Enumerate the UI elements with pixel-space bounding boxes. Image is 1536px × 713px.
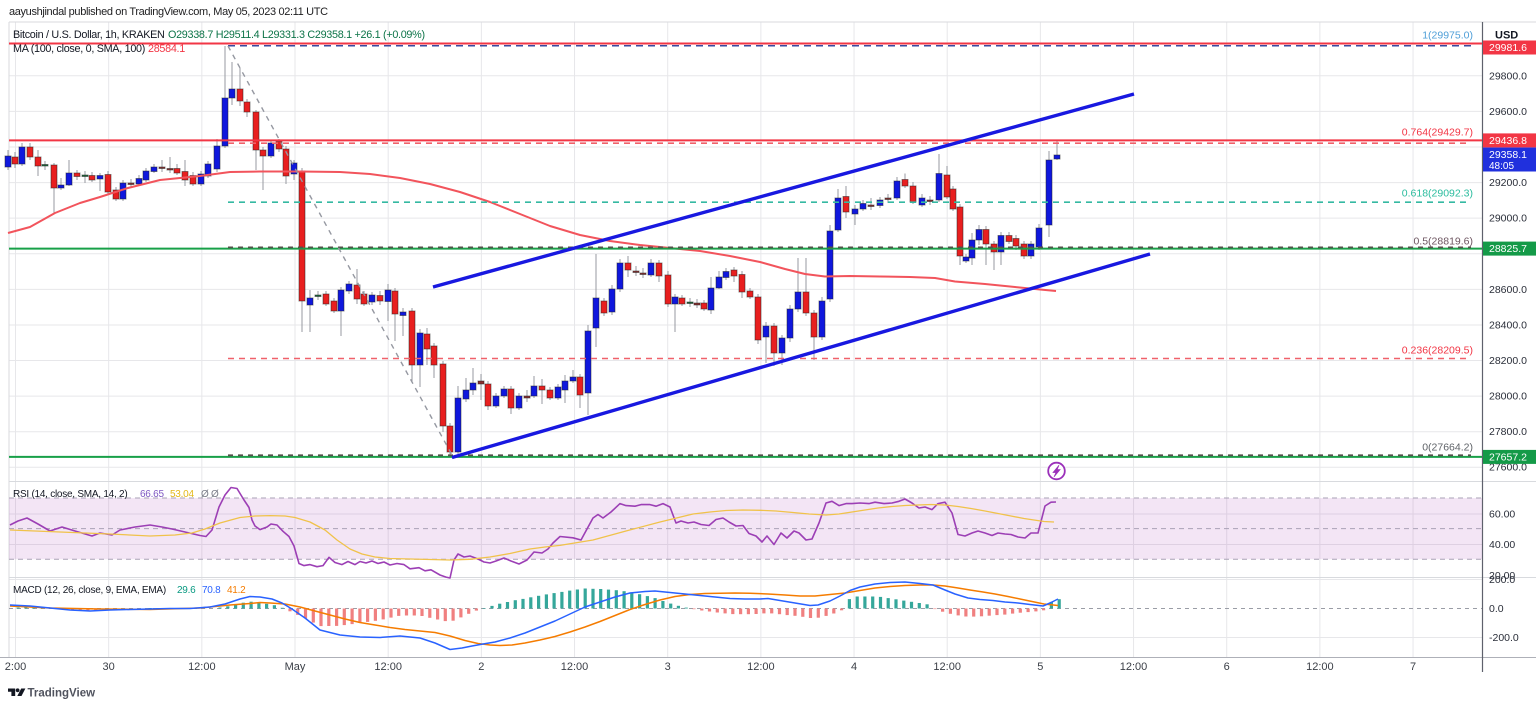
svg-text:12:00: 12:00 — [933, 661, 961, 673]
svg-text:0.0: 0.0 — [1489, 603, 1504, 615]
svg-text:4: 4 — [851, 661, 857, 673]
svg-text:28400.0: 28400.0 — [1489, 320, 1527, 332]
svg-text:2:00: 2:00 — [5, 661, 26, 673]
svg-text:3: 3 — [665, 661, 671, 673]
svg-text:29200.0: 29200.0 — [1489, 177, 1527, 189]
svg-text:12:00: 12:00 — [188, 661, 216, 673]
svg-text:48:05: 48:05 — [1489, 161, 1514, 172]
svg-text:TradingView: TradingView — [28, 688, 96, 700]
svg-text:12:00: 12:00 — [1120, 661, 1148, 673]
svg-text:MA (100, close, 0, SMA, 100)28: MA (100, close, 0, SMA, 100)28584.1 — [13, 43, 185, 55]
svg-text:2: 2 — [478, 661, 484, 673]
svg-text:30: 30 — [103, 661, 115, 673]
svg-text:29000.0: 29000.0 — [1489, 213, 1527, 225]
svg-text:0.764(29429.7): 0.764(29429.7) — [1402, 127, 1473, 139]
svg-text:USD: USD — [1495, 30, 1518, 42]
svg-text:28000.0: 28000.0 — [1489, 391, 1527, 403]
svg-text:12:00: 12:00 — [747, 661, 775, 673]
svg-text:MACD (12, 26, close, 9, EMA, E: MACD (12, 26, close, 9, EMA, EMA)29.670.… — [13, 585, 246, 596]
svg-text:29600.0: 29600.0 — [1489, 106, 1527, 118]
svg-text:12:00: 12:00 — [374, 661, 402, 673]
svg-text:29800.0: 29800.0 — [1489, 70, 1527, 82]
svg-text:40.00: 40.00 — [1489, 539, 1515, 551]
svg-text:29358.1: 29358.1 — [1489, 149, 1527, 161]
svg-text:May: May — [285, 661, 306, 673]
svg-text:5: 5 — [1037, 661, 1043, 673]
svg-text:200.0: 200.0 — [1489, 574, 1515, 586]
svg-text:Bitcoin / U.S. Dollar, 1h, KRA: Bitcoin / U.S. Dollar, 1h, KRAKENO29338.… — [13, 29, 425, 41]
svg-text:0(27664.2): 0(27664.2) — [1422, 442, 1473, 454]
svg-text:0.618(29092.3): 0.618(29092.3) — [1402, 188, 1473, 200]
svg-text:27800.0: 27800.0 — [1489, 426, 1527, 438]
svg-text:12:00: 12:00 — [1306, 661, 1334, 673]
svg-text:29981.6: 29981.6 — [1489, 42, 1527, 54]
svg-text:-200.0: -200.0 — [1489, 632, 1519, 644]
svg-text:28825.7: 28825.7 — [1489, 243, 1527, 255]
svg-text:27657.2: 27657.2 — [1489, 451, 1527, 463]
svg-text:7: 7 — [1410, 661, 1416, 673]
svg-text:0.5(28819.6): 0.5(28819.6) — [1413, 236, 1473, 248]
svg-text:aayushjindal published on Trad: aayushjindal published on TradingView.co… — [9, 6, 328, 18]
svg-text:1(29975.0): 1(29975.0) — [1422, 30, 1473, 42]
svg-text:28600.0: 28600.0 — [1489, 284, 1527, 296]
svg-text:0.236(28209.5): 0.236(28209.5) — [1402, 345, 1473, 357]
svg-text:28200.0: 28200.0 — [1489, 355, 1527, 367]
svg-text:29436.8: 29436.8 — [1489, 135, 1527, 147]
svg-text:12:00: 12:00 — [561, 661, 589, 673]
svg-text:60.00: 60.00 — [1489, 509, 1515, 521]
svg-text:6: 6 — [1224, 661, 1230, 673]
